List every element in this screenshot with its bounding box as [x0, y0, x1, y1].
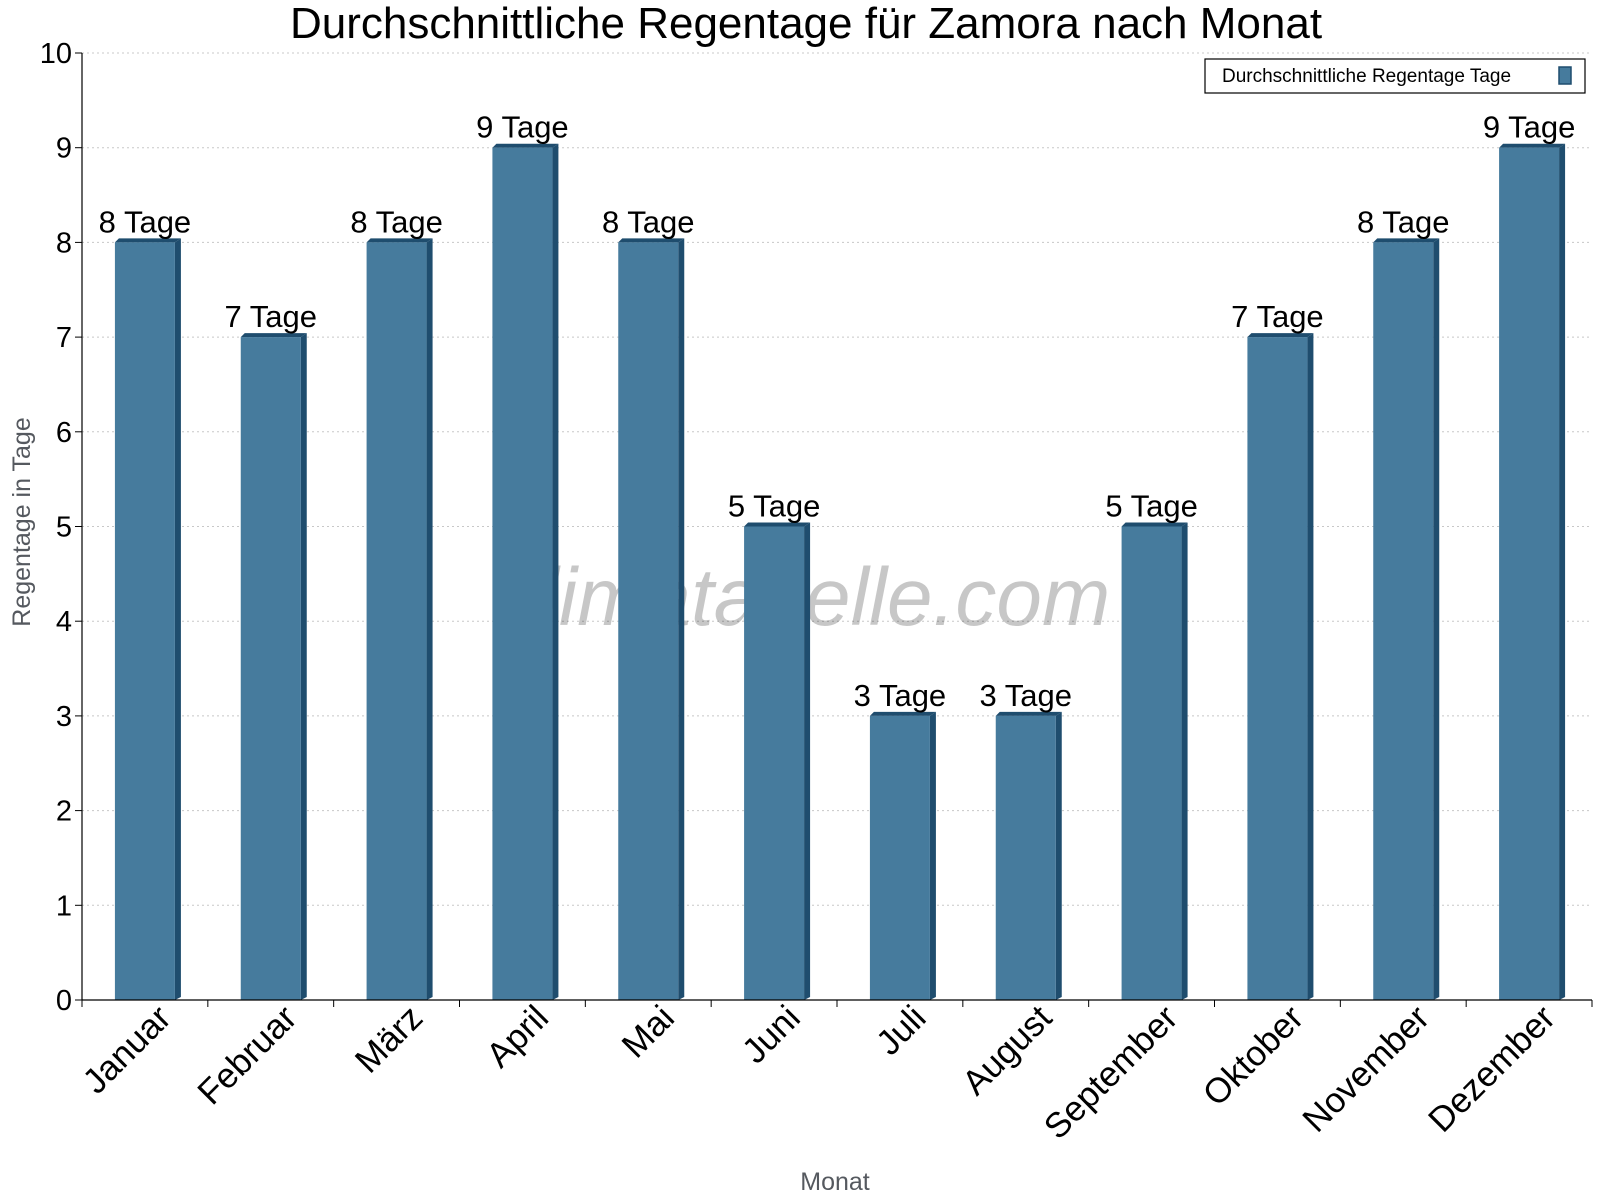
bar [1499, 147, 1560, 1000]
data-label: 8 Tage [602, 204, 695, 239]
x-axis-ticks: Januar Februar März April Mai Juni Juli AugustS… [75, 998, 1563, 1147]
bar-top [618, 238, 685, 243]
x-tick-label: Dezember [1421, 998, 1563, 1140]
x-tick-label: August [955, 998, 1060, 1103]
bar-top [1373, 238, 1440, 243]
bar-group: 8 Tage [99, 204, 192, 1000]
bar-top [995, 711, 1062, 716]
y-tick-label: 6 [56, 417, 72, 449]
legend-box [1204, 58, 1586, 94]
bar-side [678, 238, 685, 1000]
bar [366, 242, 427, 1000]
y-tick-label: 9 [56, 133, 72, 165]
bar-side [929, 711, 936, 1000]
bar-group: 5 Tage [1105, 489, 1198, 1000]
y-tick-label: 10 [40, 38, 72, 70]
bar-top [1121, 522, 1188, 527]
x-tick-label: Juli [869, 998, 934, 1063]
data-label: 9 Tage [1483, 110, 1576, 145]
bar-top [114, 238, 181, 243]
data-label: 8 Tage [99, 204, 192, 239]
bar-top [240, 333, 307, 338]
bar-group: 7 Tage [1231, 299, 1324, 1001]
x-tick-label: September [1037, 998, 1186, 1147]
x-tick-label: Januar [75, 998, 178, 1101]
bar [1247, 337, 1308, 1001]
bar-top [1247, 333, 1314, 338]
bar-side [174, 238, 181, 1000]
y-tick-label: 5 [56, 512, 72, 544]
bar-side [1433, 238, 1440, 1000]
data-label: 3 Tage [979, 678, 1072, 713]
bar-group: 3 Tage [854, 678, 947, 1000]
y-axis-title: Regentage in Tage [8, 417, 36, 626]
data-label: 9 Tage [476, 110, 569, 145]
bar-group: 8 Tage [350, 204, 443, 1000]
bar-top [366, 238, 433, 243]
y-axis-ticks: 0 1 2 3 4 5 6 7 8 9 10 [40, 38, 82, 1017]
bar-side [1055, 711, 1062, 1000]
x-tick-label: März [348, 998, 431, 1081]
bar-top [492, 143, 559, 148]
y-tick-label: 0 [56, 985, 72, 1017]
bar-group: 5 Tage [728, 489, 821, 1000]
y-tick-label: 2 [56, 796, 72, 828]
x-tick-label: April [479, 998, 556, 1075]
bar [114, 242, 175, 1000]
bar-group: 9 Tage [476, 110, 569, 1000]
bar-group: 7 Tage [224, 299, 317, 1001]
bar [869, 715, 930, 1000]
axes [81, 53, 1593, 1007]
bar [744, 526, 805, 1000]
bar-side [300, 333, 307, 1001]
bar-side [1181, 522, 1188, 1000]
x-tick-label: Juni [735, 998, 808, 1071]
legend: Durchschnittliche Regentage Tage [1204, 58, 1586, 94]
x-tick-label: Oktober [1195, 998, 1311, 1114]
data-label: 8 Tage [1357, 204, 1450, 239]
data-label: 8 Tage [350, 204, 443, 239]
y-tick-label: 1 [56, 890, 72, 922]
bar-top [1499, 143, 1566, 148]
bar [1121, 526, 1182, 1000]
data-label: 7 Tage [224, 299, 317, 334]
legend-label: Durchschnittliche Regentage Tage [1222, 66, 1511, 87]
bar [995, 715, 1056, 1000]
y-tick-label: 7 [56, 322, 72, 354]
bar-group: 9 Tage [1483, 110, 1576, 1000]
bar-top [869, 711, 936, 716]
data-label: 7 Tage [1231, 299, 1324, 334]
data-label: 5 Tage [1105, 489, 1198, 524]
bar-side [426, 238, 433, 1000]
bar-series: 8 Tage 7 Tage 8 Tage 9 Tage 8 Tage 5 Tage 3 Ta… [99, 110, 1576, 1001]
bar-side [804, 522, 811, 1000]
bar [492, 147, 553, 1000]
bar [618, 242, 679, 1000]
grid-lines [82, 52, 1592, 906]
data-label: 3 Tage [854, 678, 947, 713]
x-tick-label: November [1295, 998, 1437, 1140]
chart-title: Durchschnittliche Regentage für Zamora n… [290, 0, 1322, 48]
data-label: 5 Tage [728, 489, 821, 524]
bar-group: 8 Tage [1357, 204, 1450, 1000]
bar [1373, 242, 1434, 1000]
bar-top [744, 522, 811, 527]
bar-group: 3 Tage [979, 678, 1072, 1000]
x-tick-label: Februar [190, 998, 304, 1112]
bar [240, 337, 301, 1001]
x-tick-label: Mai [614, 998, 681, 1065]
legend-swatch [1558, 66, 1572, 85]
bar-side [1559, 143, 1566, 1000]
bar-side [1307, 333, 1314, 1001]
y-tick-label: 3 [56, 701, 72, 733]
y-tick-label: 8 [56, 227, 72, 259]
bar-group: 8 Tage [602, 204, 695, 1000]
bar-side [552, 143, 559, 1000]
y-tick-label: 4 [56, 606, 72, 638]
x-axis-title: Monat [800, 1168, 870, 1196]
